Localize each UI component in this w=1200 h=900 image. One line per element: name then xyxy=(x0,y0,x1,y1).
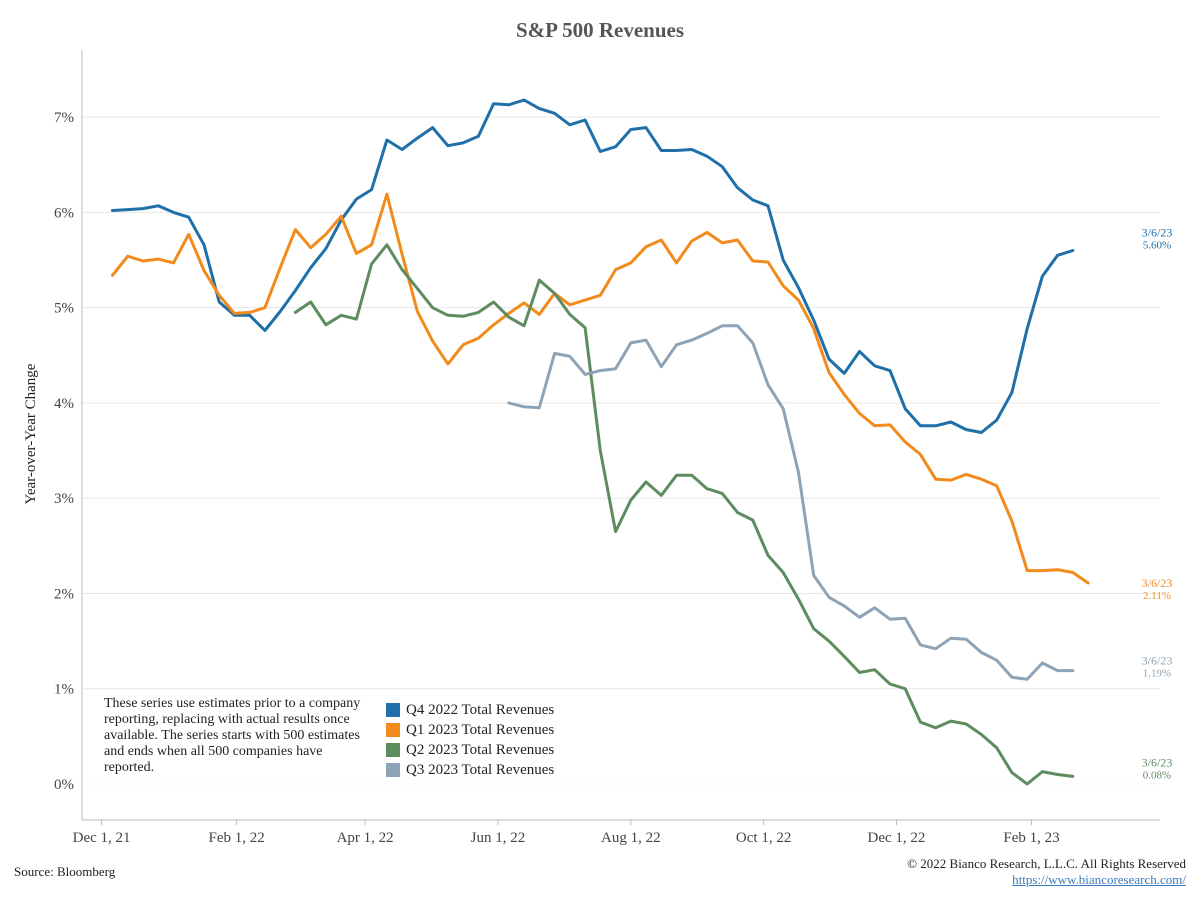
source-text: Source: Bloomberg xyxy=(14,864,116,879)
end-label-value: 2.11% xyxy=(1143,590,1171,602)
end-label-date: 3/6/23 xyxy=(1142,654,1173,668)
legend-item: Q2 2023 Total Revenues xyxy=(386,740,554,760)
end-label-date: 3/6/23 xyxy=(1142,226,1173,240)
y-tick-label: 5% xyxy=(54,301,74,317)
end-label: 3/6/235.60% xyxy=(1142,226,1173,252)
legend-swatch xyxy=(386,703,400,717)
series-line xyxy=(111,192,1090,585)
copyright-block: © 2022 Bianco Research, L.L.C. All Right… xyxy=(907,856,1186,888)
website-link[interactable]: https://www.biancoresearch.com/ xyxy=(1012,872,1186,887)
end-label: 3/6/232.11% xyxy=(1142,576,1173,602)
x-tick-label: Dec 1, 21 xyxy=(73,830,131,846)
x-tick-label: Oct 1, 22 xyxy=(736,830,791,846)
y-tick-label: 3% xyxy=(54,491,74,507)
x-tick-label: Apr 1, 22 xyxy=(337,830,394,846)
legend: Q4 2022 Total Revenues Q1 2023 Total Rev… xyxy=(386,700,554,780)
y-tick-label: 4% xyxy=(54,396,74,412)
legend-swatch xyxy=(386,763,400,777)
end-label-value: 0.08% xyxy=(1143,769,1171,781)
legend-item: Q4 2022 Total Revenues xyxy=(386,700,554,720)
end-label: 3/6/230.08% xyxy=(1142,755,1173,781)
y-tick-label: 0% xyxy=(54,777,74,793)
end-label-value: 5.60% xyxy=(1143,240,1171,252)
chart-title: S&P 500 Revenues xyxy=(516,18,684,42)
series-lines xyxy=(111,98,1090,786)
x-tick-label: Feb 1, 22 xyxy=(208,830,264,846)
x-tick-label: Jun 1, 22 xyxy=(471,830,526,846)
grid xyxy=(82,116,1160,785)
x-tick-label: Aug 1, 22 xyxy=(601,830,661,846)
series-line xyxy=(293,243,1075,786)
y-tick-label: 7% xyxy=(54,110,74,126)
legend-label: Q3 2023 Total Revenues xyxy=(406,761,555,778)
series-line xyxy=(507,324,1075,681)
legend-label: Q4 2022 Total Revenues xyxy=(406,701,555,718)
x-tick-label: Feb 1, 23 xyxy=(1003,830,1059,846)
y-tick-label: 6% xyxy=(54,205,74,221)
end-label: 3/6/231.19% xyxy=(1142,654,1173,680)
series-line xyxy=(111,98,1075,434)
legend-item: Q3 2023 Total Revenues xyxy=(386,760,554,780)
end-labels: 3/6/235.60%3/6/232.11%3/6/230.08%3/6/231… xyxy=(1142,226,1173,782)
y-axis-label: Year-over-Year Change xyxy=(23,363,39,504)
y-tick-label: 2% xyxy=(54,586,74,602)
end-label-date: 3/6/23 xyxy=(1142,576,1173,590)
end-label-date: 3/6/23 xyxy=(1142,755,1173,769)
legend-item: Q1 2023 Total Revenues xyxy=(386,720,554,740)
legend-swatch xyxy=(386,723,400,737)
x-tick-label: Dec 1, 22 xyxy=(868,830,926,846)
legend-swatch xyxy=(386,743,400,757)
legend-label: Q1 2023 Total Revenues xyxy=(406,721,555,738)
legend-label: Q2 2023 Total Revenues xyxy=(406,741,555,758)
axes: 0% 1% 2% 3% 4% 5% 6% 7% Dec 1, 21 Feb 1, 22 Apr 1,… xyxy=(54,50,1160,846)
copyright-text: © 2022 Bianco Research, L.L.C. All Right… xyxy=(907,856,1186,871)
chart-note: These series use estimates prior to a co… xyxy=(104,696,361,775)
end-label-value: 1.19% xyxy=(1143,668,1171,680)
y-tick-label: 1% xyxy=(54,682,74,698)
